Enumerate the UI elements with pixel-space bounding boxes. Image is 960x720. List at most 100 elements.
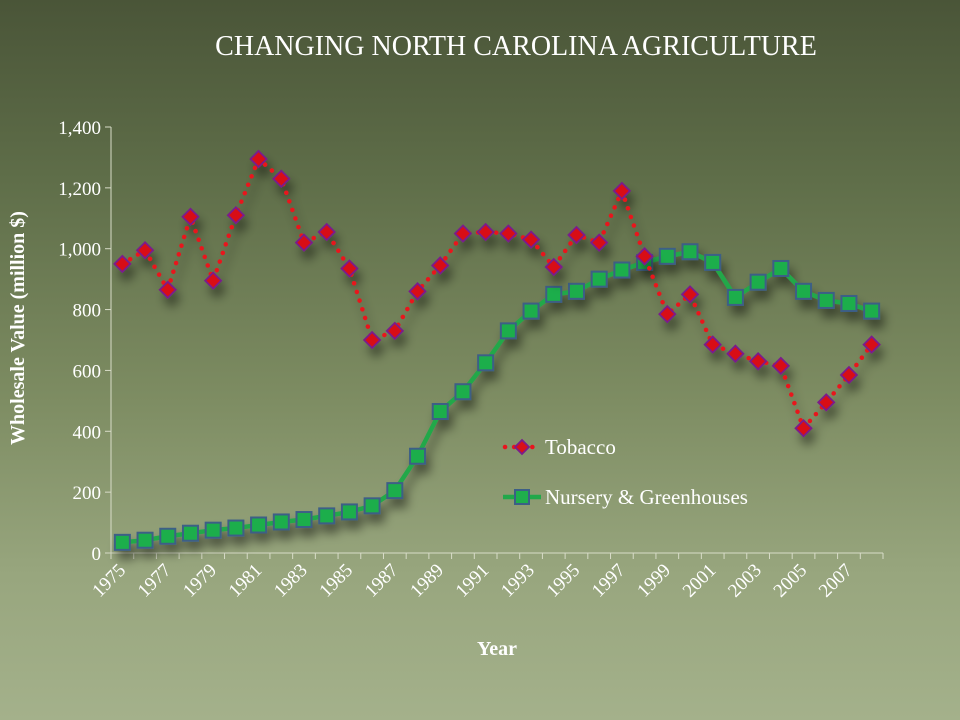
- data-point: [795, 282, 813, 300]
- data-point: [431, 403, 449, 421]
- data-point: [317, 222, 336, 242]
- data-point: [294, 233, 314, 252]
- data-point: [817, 291, 835, 309]
- data-point: [135, 240, 155, 260]
- data-point: [544, 257, 564, 277]
- data-point: [430, 256, 450, 275]
- data-point: [862, 335, 881, 354]
- data-point: [748, 352, 768, 371]
- data-point: [863, 302, 881, 320]
- y-tick-label: 1,400: [58, 118, 101, 139]
- data-point: [159, 527, 177, 545]
- data-point: [204, 521, 222, 539]
- x-tick-label: 1993: [497, 560, 539, 602]
- data-point: [703, 335, 722, 354]
- data-point: [567, 282, 585, 300]
- data-point: [658, 247, 676, 265]
- y-tick-label: 600: [73, 361, 102, 382]
- data-point: [250, 516, 268, 534]
- x-tick-label: 1979: [179, 560, 221, 602]
- legend-marker: [513, 438, 531, 456]
- series-line: [122, 249, 873, 545]
- series-layer: [113, 149, 881, 551]
- data-point: [181, 207, 200, 227]
- data-point: [499, 224, 518, 243]
- x-tick-label: 1981: [225, 560, 267, 602]
- x-tick-label: 1999: [633, 560, 675, 602]
- data-point: [385, 321, 405, 341]
- data-point: [772, 259, 790, 277]
- data-point: [272, 169, 291, 189]
- legend-label: Nursery & Greenhouses: [545, 485, 748, 509]
- data-point: [613, 261, 631, 279]
- data-point: [295, 511, 313, 529]
- y-tick-label: 200: [73, 483, 102, 504]
- x-tick-label: 1985: [315, 560, 357, 602]
- data-point: [454, 383, 472, 401]
- data-point: [226, 205, 246, 225]
- data-point: [272, 513, 290, 531]
- data-point: [522, 302, 540, 320]
- data-point: [249, 149, 268, 169]
- data-point: [113, 254, 132, 274]
- data-point: [612, 181, 632, 201]
- data-point: [363, 497, 381, 515]
- legend-marker: [514, 489, 530, 505]
- x-tick-label: 2003: [724, 560, 766, 602]
- chart-title: CHANGING NORTH CAROLINA AGRICULTURE: [215, 31, 817, 62]
- data-point: [521, 230, 541, 249]
- legend-item: Tobacco: [502, 435, 616, 459]
- data-point: [839, 365, 859, 385]
- data-point: [340, 259, 359, 278]
- x-tick-label: 2005: [770, 560, 812, 602]
- x-tick-label: 1989: [406, 560, 448, 602]
- x-tick-label: 1987: [361, 560, 403, 602]
- data-point: [181, 524, 199, 542]
- data-point: [340, 503, 358, 521]
- data-point: [362, 330, 382, 350]
- data-point: [680, 285, 700, 304]
- data-point: [227, 519, 245, 537]
- series-tobacco: [113, 149, 881, 438]
- data-point: [409, 447, 427, 465]
- y-tick-label: 800: [73, 301, 102, 322]
- data-point: [794, 418, 813, 438]
- legend-item: Nursery & Greenhouses: [503, 485, 748, 509]
- legend-label: Tobacco: [545, 435, 616, 459]
- x-axis-title: Year: [477, 638, 517, 660]
- data-point: [704, 253, 722, 271]
- y-tick-label: 1,000: [58, 240, 101, 261]
- data-point: [749, 273, 767, 291]
- data-point: [726, 344, 745, 363]
- legend: Tobacco Nursery & Greenhouses: [502, 435, 748, 509]
- data-point: [590, 270, 608, 288]
- data-point: [453, 224, 473, 243]
- x-tick-label: 2007: [815, 560, 857, 602]
- data-point: [840, 294, 858, 312]
- data-point: [658, 304, 677, 324]
- x-tick-label: 1983: [270, 560, 312, 602]
- y-tick-label: 1,200: [58, 179, 101, 200]
- data-point: [816, 393, 836, 412]
- data-point: [386, 482, 404, 500]
- data-point: [589, 233, 609, 252]
- y-axis-title: Wholesale Value (million $): [7, 211, 29, 445]
- data-point: [726, 288, 744, 306]
- data-point: [158, 280, 178, 300]
- data-point: [567, 225, 586, 245]
- series-nursery-greenhouses: [113, 243, 881, 551]
- x-tick-label: 2001: [679, 560, 721, 602]
- data-point: [203, 271, 223, 290]
- data-point: [771, 356, 791, 376]
- data-point: [408, 282, 427, 301]
- x-tick-label: 1991: [452, 560, 494, 602]
- x-tick-label: 1975: [88, 560, 130, 602]
- data-point: [318, 507, 336, 525]
- y-tick-label: 0: [92, 544, 102, 565]
- y-tick-label: 400: [73, 422, 102, 443]
- x-tick-label: 1977: [134, 560, 176, 602]
- series-line: [120, 156, 874, 431]
- data-point: [476, 222, 495, 242]
- data-point: [136, 531, 154, 549]
